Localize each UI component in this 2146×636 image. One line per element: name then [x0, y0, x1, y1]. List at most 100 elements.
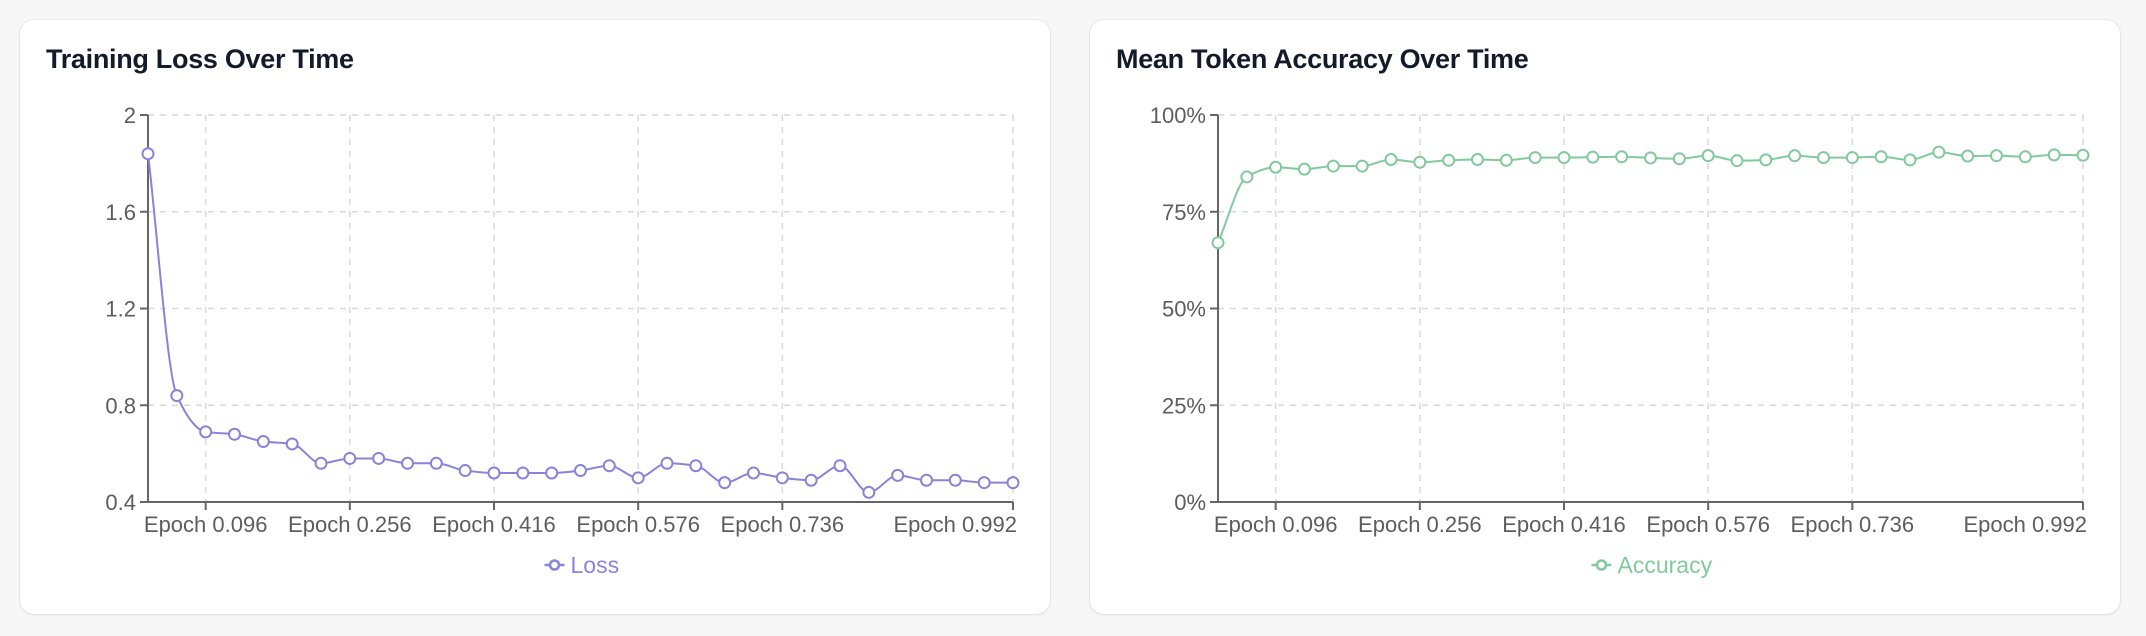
- x-tick-label: Epoch 0.576: [576, 512, 700, 537]
- data-point[interactable]: [977, 476, 991, 490]
- data-point[interactable]: [660, 456, 674, 470]
- data-point[interactable]: [1788, 149, 1802, 163]
- y-tick-label: 25%: [1162, 393, 1206, 418]
- data-point[interactable]: [1384, 153, 1398, 167]
- y-tick-label: 1.6: [105, 200, 136, 225]
- legend-label: Accuracy: [1618, 552, 1713, 578]
- data-point[interactable]: [689, 459, 703, 473]
- data-point[interactable]: [256, 435, 270, 449]
- data-point[interactable]: [1730, 154, 1744, 168]
- data-point[interactable]: [1211, 236, 1225, 250]
- data-point[interactable]: [1615, 150, 1629, 164]
- loss-chart-title: Training Loss Over Time: [46, 44, 354, 74]
- grid: [148, 114, 1014, 503]
- x-tick-label: Epoch 0.736: [721, 512, 845, 537]
- data-point[interactable]: [718, 476, 732, 490]
- data-point[interactable]: [775, 471, 789, 485]
- legend-line-circle-icon: [1591, 559, 1612, 571]
- data-point[interactable]: [545, 466, 559, 480]
- data-point[interactable]: [1586, 150, 1600, 164]
- data-point[interactable]: [1240, 170, 1254, 184]
- data-point[interactable]: [2076, 148, 2090, 162]
- x-tick-label: Epoch 0.416: [432, 512, 556, 537]
- data-point[interactable]: [2047, 148, 2061, 162]
- series-line: [147, 153, 1013, 494]
- data-point[interactable]: [314, 456, 328, 470]
- data-point[interactable]: [920, 473, 933, 487]
- data-point[interactable]: [1557, 151, 1571, 165]
- x-tick-label: Epoch 0.576: [1646, 512, 1770, 537]
- x-tick-label: Epoch 0.416: [1502, 512, 1626, 537]
- data-point[interactable]: [1961, 149, 1975, 163]
- data-point[interactable]: [516, 466, 530, 480]
- accuracy-line-chart: 100% 75% 50% 25% 0% Epoch 0.096 Epoch 0.256 Epo…: [1150, 103, 2090, 578]
- y-tick-label: 1.2: [105, 297, 136, 322]
- data-point[interactable]: [228, 427, 241, 441]
- loss-line-chart: 2 1.6 1.2 0.8 0.4 Epoch 0.096 Epoch 0.256 Epoch…: [105, 103, 1020, 578]
- data-points: [1211, 145, 2090, 250]
- data-point[interactable]: [1932, 145, 1946, 159]
- data-point[interactable]: [1644, 151, 1657, 165]
- data-point[interactable]: [285, 437, 299, 451]
- data-point[interactable]: [141, 147, 155, 161]
- series-line: [1217, 151, 2084, 244]
- data-point[interactable]: [948, 473, 962, 487]
- data-point[interactable]: [1413, 155, 1427, 169]
- accuracy-chart-card: Mean Token Accuracy Over Time 100% 75% 50%…: [1090, 20, 2120, 614]
- data-point[interactable]: [602, 459, 616, 473]
- data-point[interactable]: [1326, 159, 1340, 173]
- data-point[interactable]: [343, 451, 357, 465]
- data-point[interactable]: [1672, 152, 1686, 166]
- x-tick-label: Epoch 0.992: [893, 512, 1017, 537]
- data-point[interactable]: [862, 485, 876, 499]
- y-tick-label: 2: [124, 103, 136, 128]
- data-point[interactable]: [1759, 153, 1773, 167]
- data-point[interactable]: [833, 459, 847, 473]
- data-point[interactable]: [1442, 153, 1456, 167]
- accuracy-chart-title: Mean Token Accuracy Over Time: [1116, 44, 1529, 74]
- legend[interactable]: Loss: [544, 552, 620, 578]
- x-tick-label: Epoch 0.992: [1963, 512, 2087, 537]
- data-point[interactable]: [1817, 151, 1830, 165]
- data-point[interactable]: [574, 464, 587, 478]
- grid: [1218, 114, 2084, 503]
- data-point[interactable]: [1269, 160, 1283, 174]
- loss-chart-card: Training Loss Over Time 2 1.6 1.2 0.8 0.4 Epo…: [20, 20, 1050, 614]
- data-point[interactable]: [804, 473, 818, 487]
- data-point[interactable]: [1990, 149, 2003, 163]
- data-point[interactable]: [372, 451, 386, 465]
- data-point[interactable]: [1874, 150, 1888, 164]
- data-point[interactable]: [401, 456, 414, 470]
- data-point[interactable]: [2018, 150, 2032, 164]
- data-point[interactable]: [429, 456, 443, 470]
- y-tick-label: 0.8: [105, 393, 136, 418]
- y-tick-label: 75%: [1162, 200, 1206, 225]
- data-point[interactable]: [1355, 159, 1369, 173]
- axes: 100% 75% 50% 25% 0% Epoch 0.096 Epoch 0.256 Epo…: [1150, 103, 2087, 537]
- x-tick-label: Epoch 0.256: [1358, 512, 1482, 537]
- data-point[interactable]: [1499, 153, 1513, 167]
- data-point[interactable]: [170, 389, 184, 403]
- data-point[interactable]: [199, 425, 213, 439]
- y-tick-label: 50%: [1162, 297, 1206, 322]
- data-point[interactable]: [1006, 476, 1020, 490]
- data-point[interactable]: [747, 466, 760, 480]
- data-point[interactable]: [458, 464, 472, 478]
- y-tick-label: 100%: [1150, 103, 1206, 128]
- data-point[interactable]: [1845, 151, 1859, 165]
- legend-label: Loss: [571, 552, 620, 578]
- axes: 2 1.6 1.2 0.8 0.4 Epoch 0.096 Epoch 0.256 Epoch…: [105, 103, 1017, 537]
- data-point[interactable]: [1528, 151, 1542, 165]
- data-point[interactable]: [891, 468, 905, 482]
- y-tick-label: 0.4: [105, 490, 136, 515]
- data-point[interactable]: [631, 471, 645, 485]
- data-point[interactable]: [1903, 153, 1917, 167]
- data-point[interactable]: [1298, 162, 1311, 176]
- data-point[interactable]: [487, 466, 501, 480]
- legend[interactable]: Accuracy: [1591, 552, 1713, 578]
- data-point[interactable]: [1471, 153, 1484, 167]
- y-tick-label: 0%: [1174, 490, 1206, 515]
- x-tick-label: Epoch 0.736: [1791, 512, 1915, 537]
- x-tick-label: Epoch 0.096: [1214, 512, 1338, 537]
- data-point[interactable]: [1701, 149, 1715, 163]
